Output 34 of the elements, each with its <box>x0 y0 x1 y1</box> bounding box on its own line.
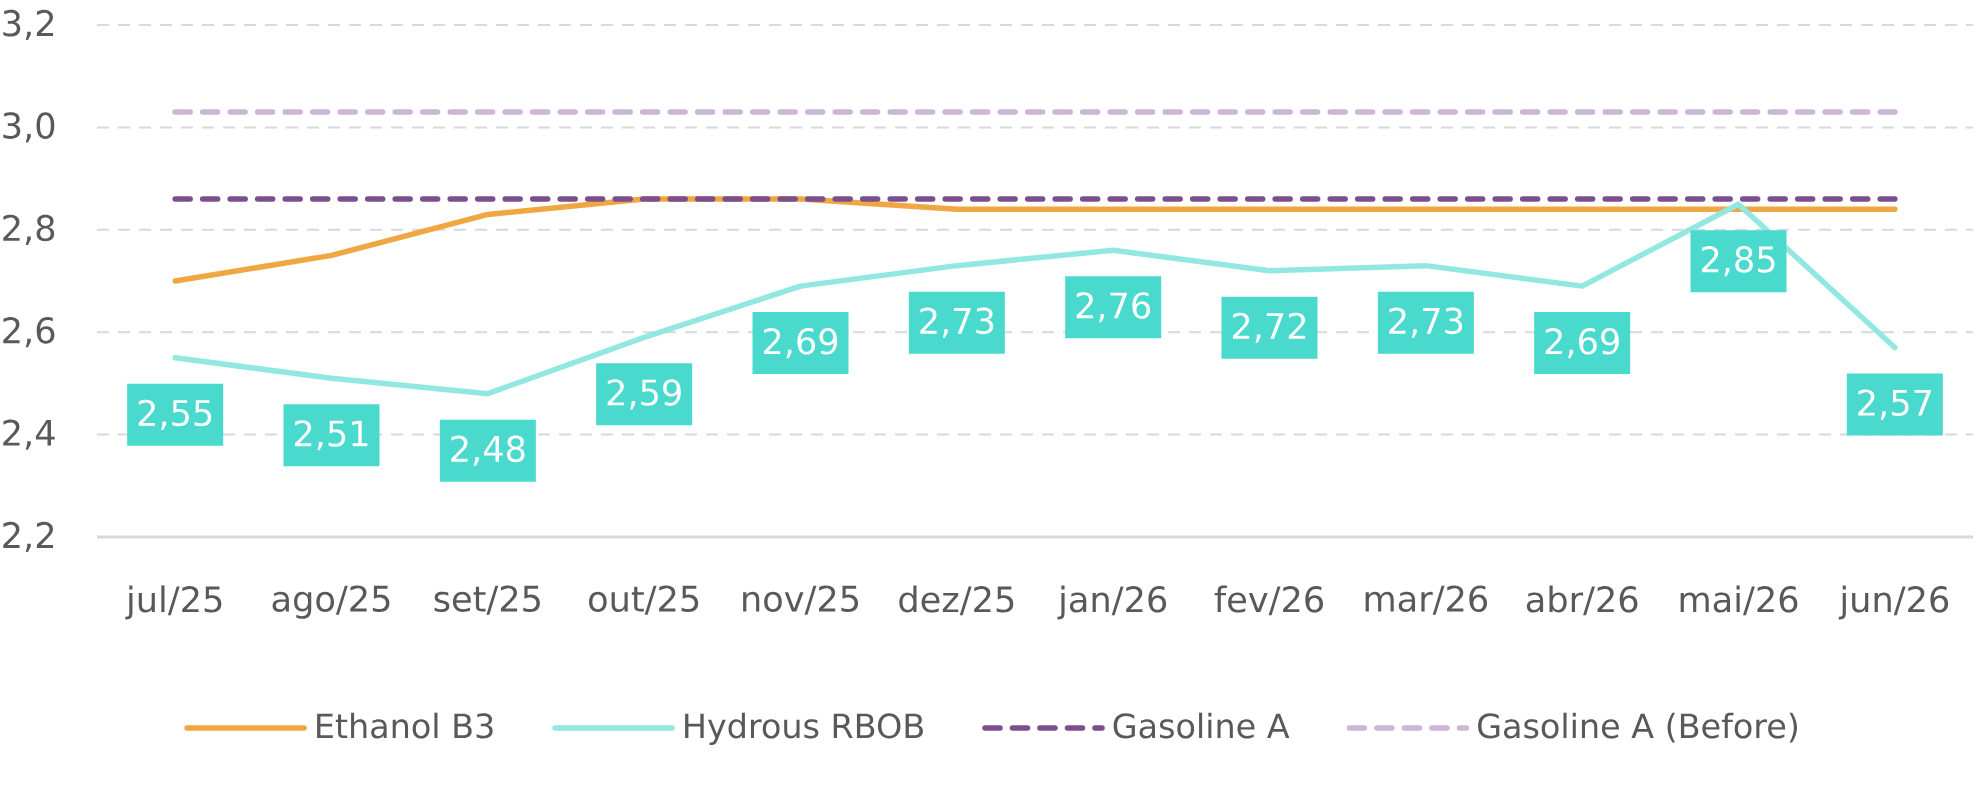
legend-label: Gasoline A (Before) <box>1478 712 1797 743</box>
data-label: 2,72 <box>1232 312 1306 343</box>
x-tick-label: nov/25 <box>743 585 859 615</box>
x-tick-label: jun/26 <box>1838 585 1949 620</box>
x-tick-label: mai/26 <box>1680 585 1798 616</box>
data-label: 2,55 <box>138 399 212 430</box>
x-tick-label: mar/26 <box>1365 585 1488 615</box>
x-tick-label: fev/26 <box>1214 585 1323 616</box>
data-label: 2,57 <box>1858 389 1931 420</box>
data-label: 2,69 <box>763 327 838 359</box>
y-tick-label: 3,0 <box>3 112 55 143</box>
data-label: 2,85 <box>1701 246 1775 277</box>
x-tick-label: jan/26 <box>1057 585 1167 620</box>
legend-label: Hydrous RBOB <box>685 712 923 745</box>
y-tick-label: 2,4 <box>3 419 55 450</box>
data-label: 2,76 <box>1076 292 1151 323</box>
x-tick-label: ago/25 <box>272 585 390 619</box>
y-tick-label: 2,6 <box>3 317 55 348</box>
x-tick-label: jul/25 <box>125 585 222 620</box>
x-tick-label: dez/25 <box>899 585 1014 616</box>
data-label: 2,73 <box>920 307 994 338</box>
y-tick-label: 2,2 <box>3 521 54 553</box>
data-label: 2,73 <box>1389 307 1463 338</box>
legend-label: Gasoline A <box>1113 712 1290 739</box>
x-tick-label: out/25 <box>589 585 699 615</box>
y-tick-label: 3,2 <box>3 9 54 41</box>
x-tick-label: abr/26 <box>1526 585 1638 616</box>
y-tick-label: 2,8 <box>3 214 55 245</box>
x-tick-label: set/25 <box>434 585 540 615</box>
data-label: 2,51 <box>294 420 368 451</box>
data-label: 2,59 <box>607 379 681 410</box>
data-label: 2,48 <box>451 435 525 466</box>
legend-label: Ethanol B3 <box>317 712 493 739</box>
data-label: 2,69 <box>1545 327 1619 359</box>
